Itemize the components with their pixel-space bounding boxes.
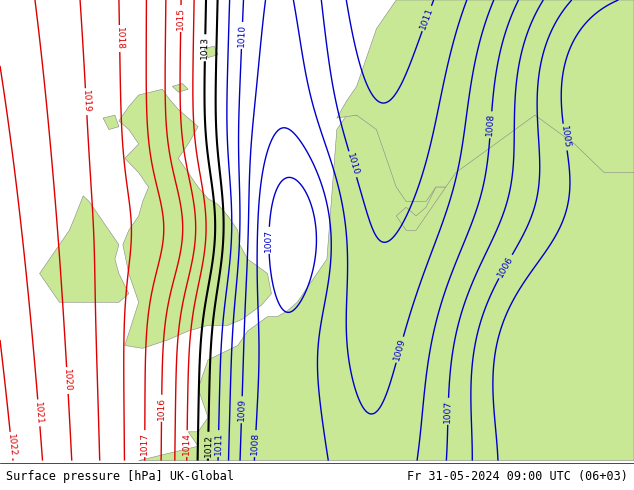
Text: Fr 31-05-2024 09:00 UTC (06+03): Fr 31-05-2024 09:00 UTC (06+03) (407, 470, 628, 483)
Text: 1009: 1009 (392, 338, 407, 362)
Polygon shape (172, 83, 188, 92)
Text: Surface pressure [hPa] UK-Global: Surface pressure [hPa] UK-Global (6, 470, 235, 483)
Text: 1012: 1012 (204, 434, 213, 457)
Polygon shape (337, 0, 634, 201)
Polygon shape (39, 196, 129, 302)
Polygon shape (103, 115, 119, 129)
Polygon shape (204, 46, 218, 57)
Text: 1021: 1021 (34, 401, 44, 425)
Text: 1016: 1016 (157, 397, 166, 420)
Text: 1009: 1009 (237, 398, 247, 421)
Text: 1007: 1007 (264, 229, 273, 252)
Text: 1013: 1013 (200, 36, 210, 59)
Polygon shape (396, 187, 446, 230)
Text: 1015: 1015 (176, 7, 186, 30)
Text: 1006: 1006 (496, 254, 515, 279)
Text: 1011: 1011 (418, 6, 435, 31)
Text: 1018: 1018 (115, 27, 124, 50)
Text: 1019: 1019 (81, 90, 91, 113)
Polygon shape (139, 0, 634, 461)
Text: 1011: 1011 (214, 432, 223, 455)
Text: 1005: 1005 (559, 125, 571, 149)
Text: 1020: 1020 (62, 369, 72, 392)
Text: 1008: 1008 (486, 113, 496, 137)
Text: 1008: 1008 (250, 432, 261, 455)
Text: 1010: 1010 (237, 24, 247, 47)
Text: 1010: 1010 (345, 152, 360, 176)
Text: 1014: 1014 (183, 432, 191, 455)
Polygon shape (119, 89, 271, 348)
Text: 1022: 1022 (6, 434, 17, 457)
Text: 1017: 1017 (140, 432, 150, 455)
Text: 1007: 1007 (443, 400, 453, 423)
